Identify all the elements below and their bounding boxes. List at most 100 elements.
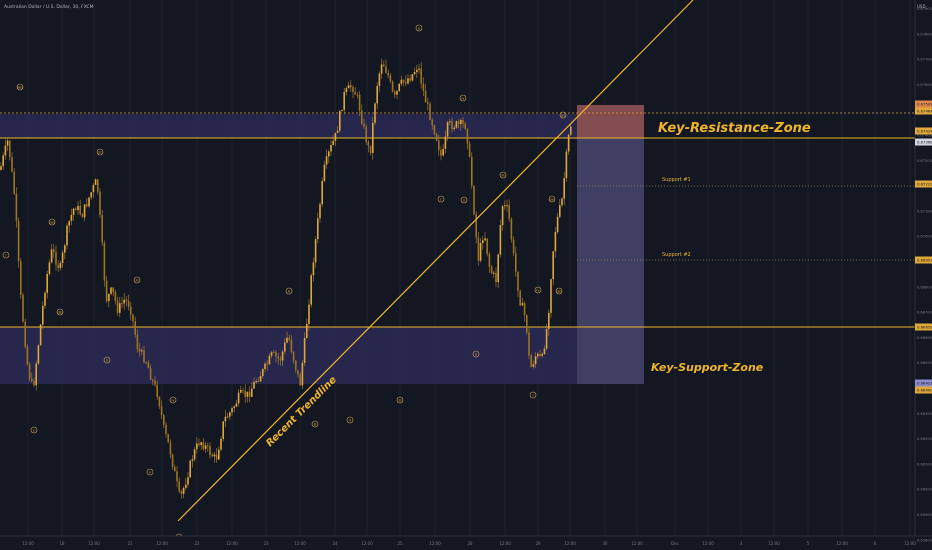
wave-label-circle [48, 218, 56, 226]
candle-body [123, 299, 125, 304]
candle-body [211, 454, 213, 457]
candle-body [411, 74, 414, 81]
candle-body [499, 225, 502, 255]
candle-body [90, 192, 92, 198]
price-tick-label: 0.67900 [917, 7, 932, 11]
candle-body [264, 363, 266, 369]
candle-body [94, 179, 97, 186]
candle-body [160, 406, 163, 416]
wave-label-circle [311, 420, 319, 428]
candle-body [497, 254, 499, 283]
candle-body [237, 392, 240, 404]
candle-body [154, 380, 156, 385]
candle-body [550, 279, 552, 313]
candle-body [345, 88, 348, 93]
candle-body [409, 78, 411, 81]
wave-label: v [33, 428, 36, 432]
candle-body [37, 345, 40, 364]
candle-body [431, 119, 433, 126]
candle-body [174, 467, 176, 472]
candle-body [262, 368, 264, 377]
time-tick-label: 12:00 [904, 541, 916, 546]
candle-body [20, 261, 22, 295]
trendline[interactable] [177, 0, 694, 522]
candle-body [339, 111, 341, 131]
price-axis[interactable] [915, 0, 932, 550]
candle-body [57, 264, 59, 268]
candle-body [479, 242, 482, 261]
candle-body [273, 352, 275, 354]
candle-body [88, 197, 90, 207]
candle-body [330, 144, 332, 152]
candle-body [512, 239, 515, 254]
support-zone-label: Key-Support-Zone [651, 361, 764, 374]
candle-body [407, 78, 409, 84]
candle-body [53, 249, 55, 253]
time-tick-label: 5 [807, 541, 810, 546]
candle-body [138, 349, 141, 352]
wave-label-circle [499, 171, 507, 179]
time-tick-label: 12:00 [499, 541, 511, 546]
candle-body [112, 287, 114, 293]
price-badge [915, 107, 932, 115]
candle-body [363, 123, 365, 127]
candle-body [453, 127, 455, 130]
candle-body [277, 356, 279, 359]
candle-body [440, 150, 442, 156]
candle-body [495, 272, 497, 283]
candle-body [328, 151, 330, 157]
candle-body [323, 164, 326, 181]
candle-body [433, 125, 436, 134]
candle-body [400, 79, 403, 84]
candle-body [248, 391, 251, 397]
candle-body [369, 145, 372, 153]
price-badge [915, 379, 932, 387]
candle-body [451, 121, 453, 130]
price-badge [915, 323, 932, 331]
wave-label-circle [555, 287, 563, 295]
price-tick-label: 0.66200 [917, 437, 932, 441]
candle-body [207, 445, 209, 447]
candle-body [251, 388, 253, 397]
price-tick-label: 0.65800 [917, 538, 932, 542]
candle-body [72, 208, 75, 215]
wave-label-circle [472, 350, 480, 358]
candle-body [548, 312, 550, 330]
candle-body [59, 262, 62, 268]
candle-body [446, 122, 449, 137]
wave-label-circle [346, 416, 354, 424]
candle-body [226, 416, 229, 418]
candle-body [178, 481, 180, 492]
candle-body [303, 338, 306, 363]
price-tick-label: 0.66100 [917, 462, 932, 466]
price-tick-label: 0.66500 [917, 361, 932, 365]
candle-body [347, 85, 350, 89]
candle-body [504, 205, 506, 207]
time-axis[interactable] [0, 536, 915, 550]
candle-body [86, 204, 88, 207]
wave-label-circle [534, 286, 542, 294]
wave-label: wb [17, 85, 23, 89]
candle-body [0, 166, 2, 170]
candle-body [295, 360, 297, 371]
candle-body [396, 90, 398, 95]
candle-body [416, 69, 418, 73]
candle-body [200, 442, 202, 446]
chart-title: Australian Dollar / U.S. Dollar, 30, FXC… [4, 4, 94, 10]
candle-body [9, 140, 11, 158]
candle-body [127, 301, 130, 307]
candle-body [61, 252, 64, 263]
candle-body [394, 91, 396, 95]
wave-label-circle [529, 391, 537, 399]
candle-body [532, 364, 535, 367]
time-tick-label: 29 [535, 541, 541, 546]
candle-body [319, 204, 321, 219]
wave-label: iii [136, 278, 139, 282]
candle-body [158, 397, 161, 407]
candle-body [466, 128, 469, 144]
candle-body [389, 75, 392, 82]
wave-label: ii [349, 418, 351, 422]
candle-body [143, 350, 145, 363]
candle-body [48, 262, 51, 274]
